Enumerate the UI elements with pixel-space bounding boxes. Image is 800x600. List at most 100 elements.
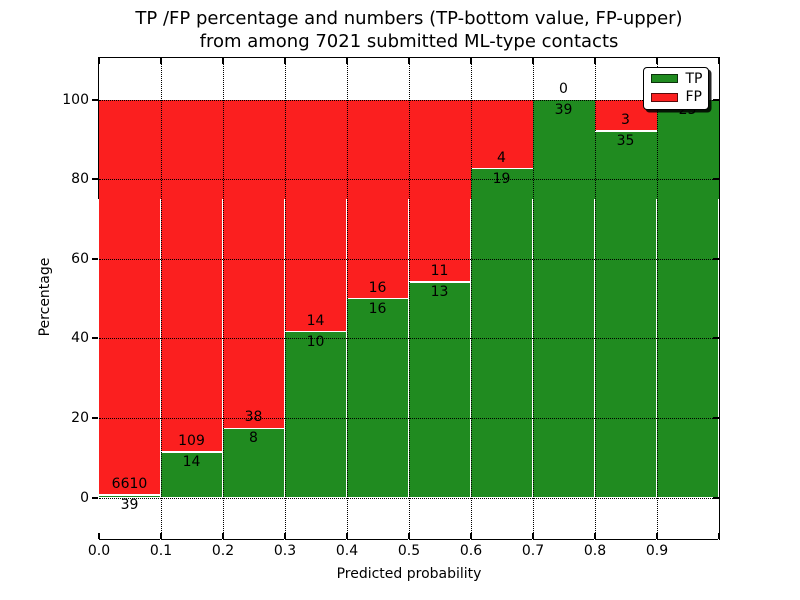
tp-count-label: 8 bbox=[249, 430, 258, 447]
x-tick-mark-top bbox=[655, 57, 658, 64]
tp-bar-segment bbox=[222, 428, 285, 498]
tp-bar-segment bbox=[594, 130, 657, 498]
x-tick-label-0.9: 0.9 bbox=[645, 543, 669, 559]
legend-label-fp: FP bbox=[685, 89, 703, 106]
x-tick-mark-top bbox=[159, 57, 162, 64]
y-tick-mark-left bbox=[91, 496, 98, 499]
y-tick-label-20: 20 bbox=[71, 409, 89, 426]
x-tick-mark-top bbox=[717, 57, 720, 64]
y-tick-label-0: 0 bbox=[80, 489, 89, 506]
x-tick-mark-bottom bbox=[531, 532, 534, 539]
gridline-vertical-0p5 bbox=[408, 57, 410, 539]
fp-count-label: 16 bbox=[368, 279, 387, 296]
x-tick-mark-top bbox=[97, 57, 100, 64]
x-tick-mark-top bbox=[531, 57, 534, 64]
chart-title: TP /FP percentage and numbers (TP-bottom… bbox=[97, 7, 721, 53]
fp-bar-segment bbox=[470, 99, 533, 169]
y-tick-mark-left bbox=[91, 416, 98, 419]
x-tick-mark-top bbox=[593, 57, 596, 64]
gridline-vertical-0p2 bbox=[222, 57, 224, 539]
gridline-vertical-0p4 bbox=[346, 57, 348, 539]
tp-bar-segment bbox=[470, 168, 533, 498]
bar-edge-stack-boundary bbox=[408, 281, 471, 283]
legend: TP FP bbox=[642, 66, 709, 110]
tp-bar-segment bbox=[346, 298, 409, 498]
x-tick-mark-bottom bbox=[345, 532, 348, 539]
fp-count-label: 3 bbox=[621, 111, 630, 128]
gridline-vertical-0p7 bbox=[532, 57, 534, 539]
y-axis-label: Percentage bbox=[37, 257, 53, 337]
fp-count-label: 0 bbox=[559, 80, 568, 97]
x-tick-label-0.0: 0.0 bbox=[87, 543, 111, 559]
x-tick-mark-bottom bbox=[97, 532, 100, 539]
y-tick-mark-right bbox=[712, 178, 719, 181]
y-tick-mark-left bbox=[91, 337, 98, 340]
x-tick-label-0.1: 0.1 bbox=[149, 543, 173, 559]
gridline-vertical-0p8 bbox=[594, 57, 596, 539]
bar-edge-vertical bbox=[717, 198, 720, 599]
tp-count-label: 14 bbox=[182, 454, 201, 471]
fp-swatch bbox=[650, 92, 678, 102]
fp-count-label: 38 bbox=[244, 409, 263, 426]
y-tick-label-100: 100 bbox=[62, 91, 89, 108]
chart-title-line2: from among 7021 submitted ML-type contac… bbox=[199, 31, 619, 52]
legend-entry-tp: TP bbox=[650, 70, 703, 87]
y-tick-mark-left bbox=[91, 98, 98, 101]
fp-count-label: 6610 bbox=[111, 476, 148, 493]
gridline-vertical-0p1 bbox=[160, 57, 162, 539]
tp-count-label: 19 bbox=[492, 170, 511, 187]
gridline-vertical-0p6 bbox=[470, 57, 472, 539]
x-tick-mark-bottom bbox=[655, 532, 658, 539]
bar-edge-stack-boundary bbox=[594, 130, 657, 132]
tp-bar-segment bbox=[408, 281, 471, 498]
tp-count-label: 39 bbox=[554, 101, 573, 118]
x-tick-label-0.7: 0.7 bbox=[521, 543, 545, 559]
fp-bar-segment bbox=[408, 99, 471, 282]
tp-bar-segment bbox=[532, 99, 595, 498]
y-tick-mark-right bbox=[712, 416, 719, 419]
bar-edge-stack-boundary bbox=[346, 297, 409, 300]
x-tick-label-0.3: 0.3 bbox=[273, 543, 297, 559]
gridline-vertical-0p3 bbox=[284, 57, 286, 539]
legend-label-tp: TP bbox=[685, 70, 703, 87]
gridline-vertical-0p9 bbox=[656, 57, 658, 539]
fp-bar-segment bbox=[284, 99, 347, 332]
plot-area: TP FP 6610 39 109 14 38 8 14 10 16 16 11 13 4 19 0 39 3 3… bbox=[91, 56, 720, 599]
x-tick-label-0.6: 0.6 bbox=[459, 543, 483, 559]
x-tick-mark-bottom bbox=[159, 532, 162, 539]
tp-swatch bbox=[650, 74, 678, 84]
x-tick-label-0.4: 0.4 bbox=[335, 543, 359, 559]
tp-count-label: 10 bbox=[306, 333, 325, 350]
tp-count-label: 39 bbox=[120, 497, 139, 514]
chart-title-line1: TP /FP percentage and numbers (TP-bottom… bbox=[135, 8, 683, 29]
y-tick-label-60: 60 bbox=[71, 250, 89, 267]
fp-bar-segment bbox=[98, 99, 161, 496]
x-axis-label: Predicted probability bbox=[336, 566, 482, 582]
bar-edge-vertical bbox=[97, 198, 100, 599]
x-tick-label-0.5: 0.5 bbox=[397, 543, 421, 559]
fp-bar-segment bbox=[222, 99, 285, 429]
x-tick-mark-top bbox=[345, 57, 348, 64]
x-tick-mark-bottom bbox=[221, 532, 224, 539]
x-tick-label-0.2: 0.2 bbox=[211, 543, 235, 559]
y-tick-mark-right bbox=[712, 257, 719, 260]
x-tick-mark-bottom bbox=[283, 532, 286, 539]
fp-count-label: 11 bbox=[430, 262, 449, 279]
x-tick-mark-top bbox=[407, 57, 410, 64]
y-tick-mark-right bbox=[712, 337, 719, 340]
x-tick-mark-top bbox=[221, 57, 224, 64]
fp-count-label: 4 bbox=[497, 149, 506, 166]
x-tick-mark-top bbox=[469, 57, 472, 64]
bar-edge-stack-boundary bbox=[98, 494, 161, 496]
x-tick-mark-bottom bbox=[593, 532, 596, 539]
tp-count-label: 13 bbox=[430, 283, 449, 300]
bar-edge-stack-boundary bbox=[160, 451, 223, 453]
y-tick-mark-left bbox=[91, 257, 98, 260]
tp-bar-segment bbox=[656, 99, 719, 498]
fp-count-label: 14 bbox=[306, 312, 325, 329]
y-tick-label-40: 40 bbox=[71, 330, 89, 347]
tp-bar-segment bbox=[160, 452, 223, 498]
legend-entry-fp: FP bbox=[650, 89, 703, 106]
y-tick-mark-right bbox=[712, 496, 719, 499]
